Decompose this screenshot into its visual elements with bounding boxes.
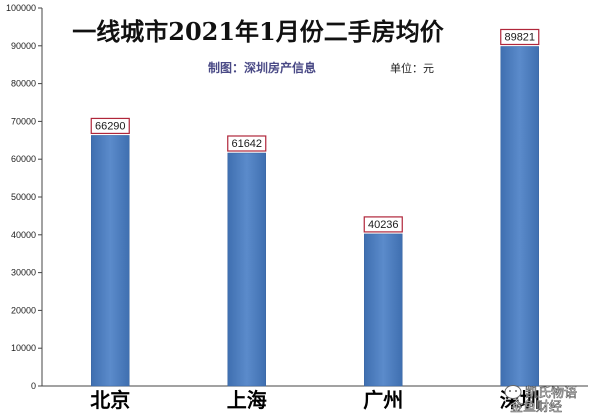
data-label: 40236	[368, 219, 399, 231]
data-label: 89821	[504, 31, 535, 43]
y-tick-label: 20000	[11, 305, 36, 315]
y-tick-label: 30000	[11, 268, 36, 278]
bars	[91, 46, 539, 387]
chart-title: 一线城市2021年1月份二手房均价	[72, 17, 444, 46]
data-labels: 66290 61642 40236 89821	[90, 28, 540, 233]
data-label: 66290	[95, 120, 126, 132]
category-label: 广州	[363, 388, 403, 412]
data-label-box	[500, 28, 540, 46]
bar	[227, 152, 266, 387]
data-label-box	[227, 135, 267, 152]
data-label-box	[90, 117, 130, 135]
data-label: 61642	[231, 138, 262, 150]
y-tick-label: 100000	[6, 3, 36, 13]
y-tick-label: 0	[31, 381, 36, 391]
bar	[91, 135, 130, 387]
x-axis-categories: 北京 上海 广州 深圳	[90, 388, 540, 412]
category-label: 北京	[90, 388, 130, 412]
watermark-text: 凯氏物语	[525, 386, 577, 401]
y-tick-label: 50000	[11, 192, 36, 202]
y-tick-label: 80000	[11, 79, 36, 89]
bar	[500, 46, 539, 387]
category-label: 上海	[227, 388, 267, 412]
y-tick-label: 70000	[11, 116, 36, 126]
watermark-text-2: 金鱼财经	[510, 399, 562, 415]
chart-subtitle: 制图：深圳房产信息	[208, 60, 316, 75]
data-label-box	[363, 216, 403, 233]
bar	[364, 233, 403, 387]
watermark: 凯氏物语 金鱼财经	[504, 385, 577, 415]
y-tick-label: 10000	[11, 343, 36, 353]
y-tick-label: 40000	[11, 230, 36, 240]
y-tick-label: 60000	[11, 154, 36, 164]
y-axis-ticks: 0 10000 20000 30000 40000 50000 60000 70000 8000…	[6, 3, 42, 391]
wechat-bubble-icon	[504, 385, 522, 399]
y-tick-label: 90000	[11, 41, 36, 51]
unit-label: 单位：元	[390, 61, 434, 75]
